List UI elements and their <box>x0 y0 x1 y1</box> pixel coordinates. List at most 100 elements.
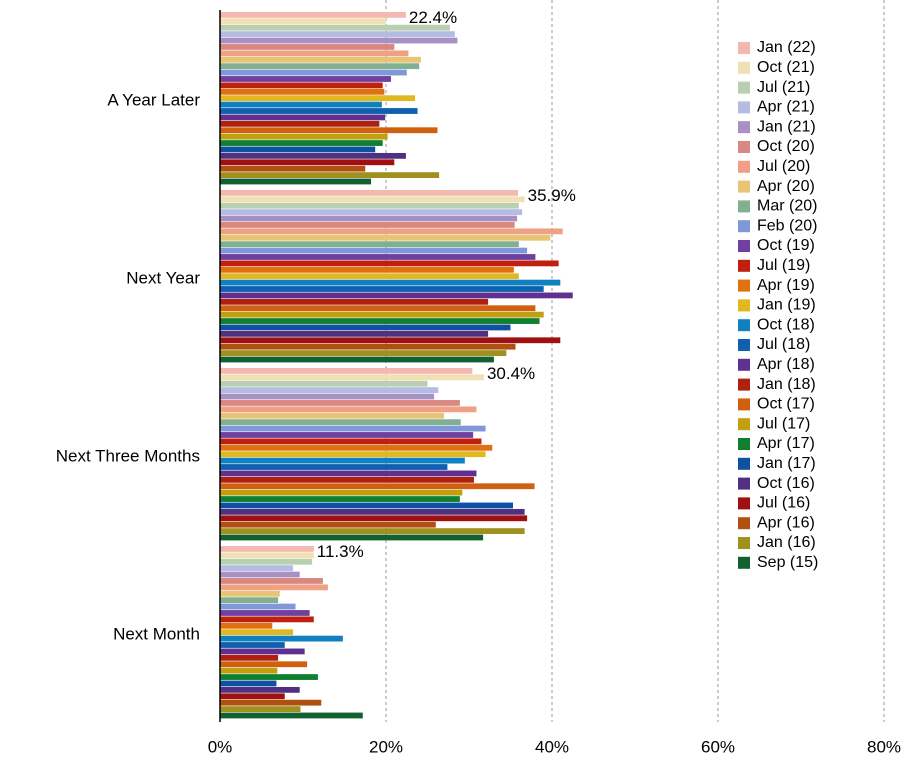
bar <box>220 292 573 299</box>
bar <box>220 578 323 584</box>
bar <box>220 521 436 528</box>
bar <box>220 146 376 153</box>
bar <box>220 489 463 496</box>
legend-swatch <box>738 477 750 490</box>
bar <box>220 597 279 604</box>
value-label: 35.9% <box>528 186 576 205</box>
legend-swatch <box>738 517 750 530</box>
legend-label: Apr (16) <box>757 514 815 531</box>
bar <box>220 674 318 680</box>
legend-swatch <box>738 398 750 411</box>
legend-swatch <box>738 240 750 252</box>
value-label: 30.4% <box>487 364 535 383</box>
bar <box>220 165 366 172</box>
bar <box>220 266 514 273</box>
legend-swatch <box>738 42 750 54</box>
category-label: Next Three Months <box>56 446 200 465</box>
bar <box>220 330 489 337</box>
bar <box>220 464 448 470</box>
legend-label: Oct (16) <box>757 475 815 492</box>
bar <box>220 337 561 344</box>
bar <box>220 298 489 305</box>
bar <box>220 667 278 674</box>
bar <box>220 305 536 312</box>
bar <box>220 56 421 63</box>
bar <box>220 178 372 185</box>
bar <box>220 101 382 108</box>
bar <box>220 88 385 95</box>
bar <box>220 661 308 668</box>
bar <box>220 234 551 241</box>
legend-swatch <box>738 220 750 233</box>
bar <box>220 120 380 127</box>
bar <box>220 635 343 642</box>
legend-swatch <box>738 438 750 450</box>
category-label: Next Year <box>126 268 200 287</box>
legend-swatch <box>738 319 750 332</box>
bar <box>220 228 563 235</box>
x-tick-label: 0% <box>208 737 233 756</box>
legend-label: Jul (20) <box>757 158 810 175</box>
bar <box>220 279 561 286</box>
bar <box>220 654 279 661</box>
x-tick-label: 60% <box>701 737 735 756</box>
legend-label: Jul (19) <box>757 257 810 274</box>
legend-label: Oct (21) <box>757 59 815 76</box>
bar <box>220 215 518 222</box>
legend-label: Jan (16) <box>757 534 816 551</box>
legend-label: Oct (20) <box>757 138 815 155</box>
bar <box>220 584 328 591</box>
legend-label: Oct (17) <box>757 396 815 413</box>
bar <box>220 114 386 121</box>
bar <box>220 425 486 432</box>
bar <box>220 438 482 445</box>
legend-swatch <box>738 418 750 431</box>
bar <box>220 374 484 381</box>
bar <box>220 133 388 140</box>
bar <box>220 140 383 146</box>
legend-swatch <box>738 339 750 351</box>
bar <box>220 260 559 267</box>
bar <box>220 406 477 413</box>
bar <box>220 412 445 419</box>
legend-label: Jan (22) <box>757 39 816 56</box>
legend-label: Apr (17) <box>757 435 815 452</box>
bar <box>220 534 484 541</box>
bar <box>220 159 395 166</box>
bar <box>220 610 310 616</box>
legend-label: Feb (20) <box>757 217 817 234</box>
legend-label: Mar (20) <box>757 198 817 215</box>
legend-swatch <box>738 556 750 569</box>
bar <box>220 241 519 248</box>
bar <box>220 222 515 228</box>
legend-swatch <box>738 101 750 114</box>
legend-label: Jul (21) <box>757 79 810 96</box>
bar <box>220 603 296 610</box>
bar <box>220 95 416 102</box>
legend-swatch <box>738 121 750 134</box>
legend-label: Oct (18) <box>757 316 815 333</box>
bar <box>220 616 314 623</box>
legend-swatch <box>738 358 750 371</box>
bar <box>220 350 507 356</box>
bar <box>220 508 525 515</box>
bar <box>220 286 544 292</box>
bar <box>220 356 494 363</box>
legend-label: Jan (17) <box>757 455 816 472</box>
bar <box>220 546 314 552</box>
bar <box>220 273 519 280</box>
bar <box>220 629 294 636</box>
bar <box>220 69 407 76</box>
legend-swatch <box>738 457 750 470</box>
bar <box>220 82 383 89</box>
bar <box>220 571 300 578</box>
bar <box>220 642 285 648</box>
bar <box>220 528 525 534</box>
legend-label: Jul (18) <box>757 336 810 353</box>
bar <box>220 686 300 693</box>
bar <box>220 476 474 483</box>
category-label: A Year Later <box>107 90 200 109</box>
bar <box>220 502 513 509</box>
legend-swatch <box>738 259 750 272</box>
